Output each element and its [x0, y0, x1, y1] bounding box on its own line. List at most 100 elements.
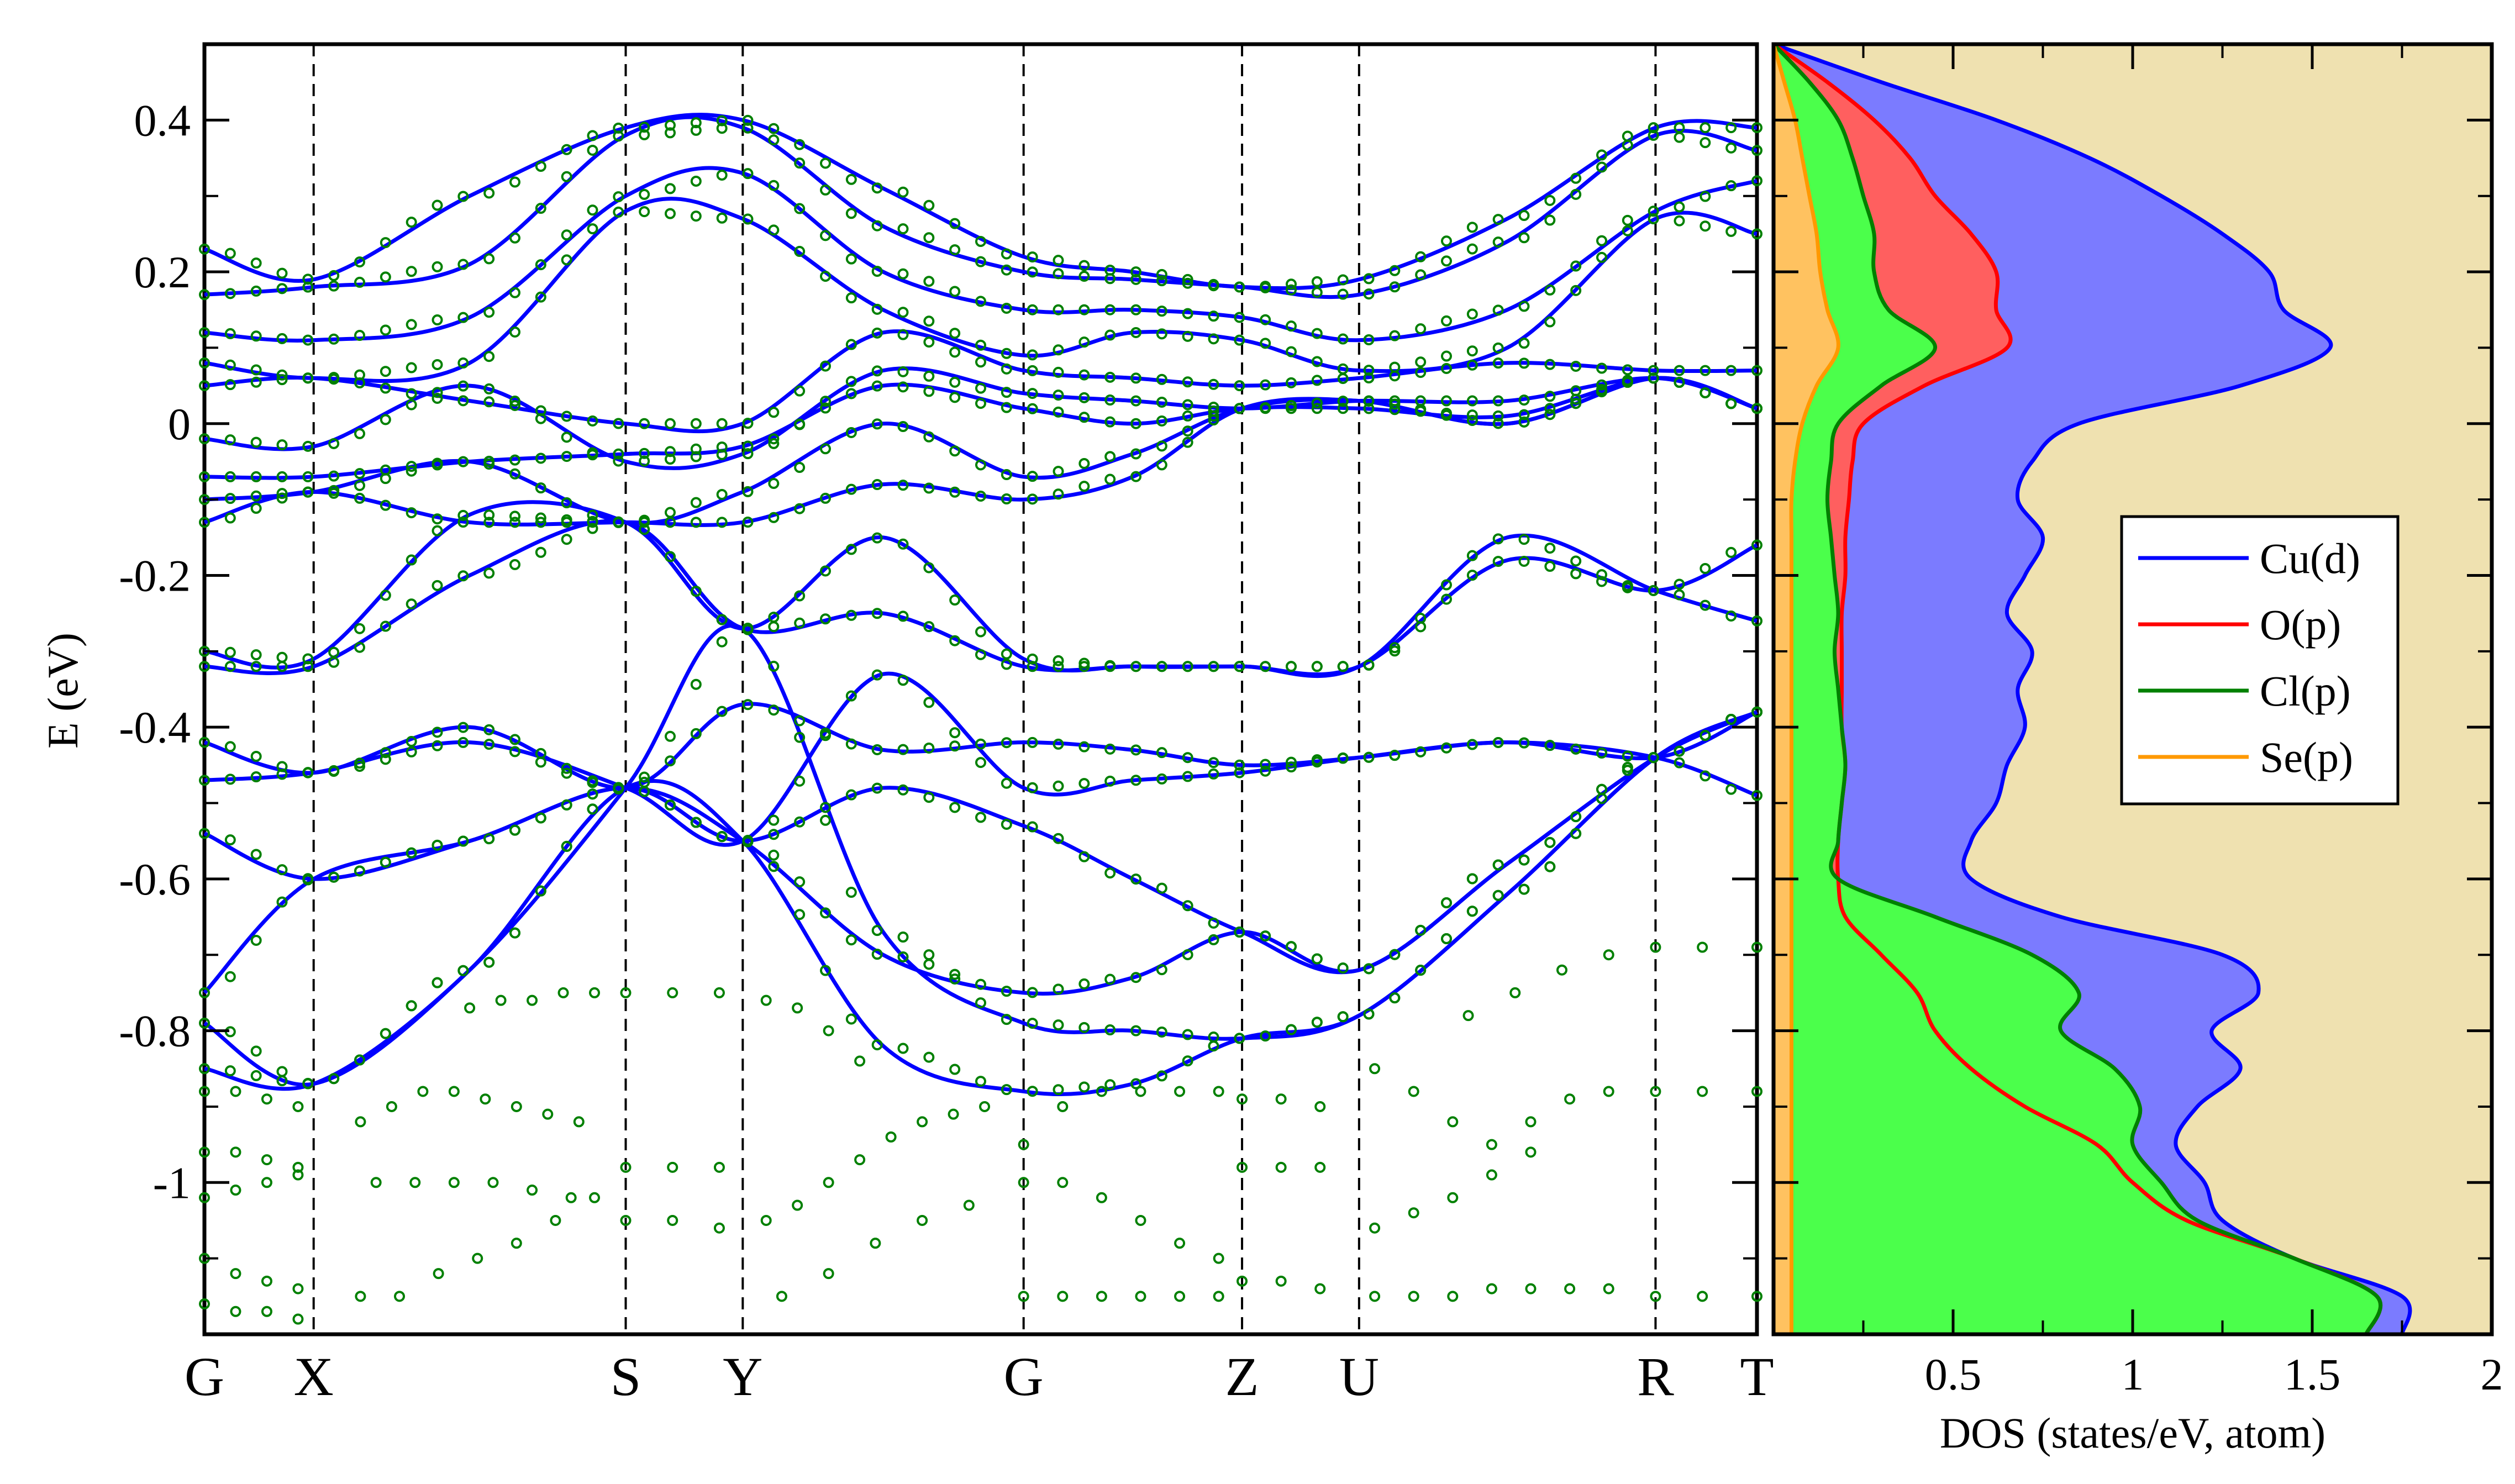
band-marker — [923, 386, 935, 397]
extra-marker — [667, 1214, 678, 1226]
band-marker — [1027, 403, 1038, 414]
band-marker — [1104, 1079, 1116, 1091]
extra-marker — [199, 1298, 210, 1310]
band-marker — [845, 253, 857, 265]
band-line-16 — [204, 710, 1758, 1097]
band-marker — [1208, 414, 1219, 426]
band-marker — [561, 514, 572, 525]
band-marker — [1596, 386, 1607, 398]
band-marker — [587, 223, 598, 235]
band-marker — [690, 517, 702, 528]
extra-marker — [355, 1116, 366, 1128]
band-marker — [690, 728, 702, 739]
band-marker — [199, 775, 210, 786]
band-marker — [250, 849, 262, 860]
band-marker — [250, 376, 262, 388]
band-marker — [768, 123, 780, 134]
band-marker — [1001, 363, 1012, 375]
band-marker — [224, 471, 236, 482]
band-marker — [923, 792, 935, 803]
band-marker — [1001, 737, 1012, 749]
band-marker — [1234, 927, 1245, 938]
band-marker — [1208, 311, 1219, 322]
band-marker — [975, 296, 986, 307]
band-marker — [457, 722, 469, 733]
kpoint-separator-lines — [312, 44, 1657, 1334]
kpoint-label-S: S — [611, 1346, 641, 1407]
band-marker — [509, 326, 520, 338]
band-marker — [1234, 380, 1245, 392]
extra-marker — [823, 1177, 834, 1188]
band-marker — [561, 171, 572, 182]
band-marker — [509, 399, 520, 411]
band-marker — [1751, 539, 1762, 551]
band-marker — [665, 730, 676, 742]
band-marker — [250, 934, 262, 946]
band-marker — [509, 746, 520, 757]
band-marker — [535, 482, 546, 494]
extra-marker — [199, 1086, 210, 1097]
band-line-9 — [204, 500, 1758, 676]
band-marker — [1208, 917, 1219, 929]
band-marker — [1492, 214, 1504, 225]
band-marker — [820, 157, 831, 169]
dos-x-ticks: 0.5 1 1.5 2 — [1862, 44, 2503, 1399]
band-marker — [1156, 328, 1167, 340]
band-marker — [587, 523, 598, 534]
band-marker — [665, 799, 676, 811]
band-marker — [406, 319, 417, 330]
band-marker — [665, 418, 676, 429]
band-marker — [975, 738, 986, 750]
extra-marker — [261, 1306, 272, 1317]
band-marker — [897, 951, 909, 962]
band-marker — [1674, 377, 1685, 388]
band-marker — [1389, 642, 1401, 654]
band-marker — [1466, 222, 1478, 233]
band-marker — [1001, 402, 1012, 413]
band-marker — [1518, 883, 1530, 895]
extra-marker — [1697, 941, 1708, 953]
band-marker — [1518, 409, 1530, 420]
band-marker — [1182, 900, 1193, 912]
band-marker — [613, 130, 624, 142]
band-marker — [1130, 395, 1141, 407]
band-marker — [1078, 1022, 1090, 1033]
band-marker — [1648, 365, 1659, 376]
band-marker — [1544, 194, 1556, 206]
band-marker — [1544, 409, 1556, 420]
band-marker — [1622, 750, 1633, 762]
band-marker — [1311, 397, 1323, 409]
band-marker — [1596, 576, 1607, 587]
band-marker — [483, 739, 495, 750]
band-marker — [1415, 613, 1427, 624]
band-marker — [845, 690, 857, 702]
band-marker — [432, 839, 443, 851]
band-marker — [845, 544, 857, 555]
extra-marker — [230, 1185, 241, 1196]
band-marker — [1725, 398, 1737, 409]
band-marker — [1078, 978, 1090, 990]
band-marker — [1156, 373, 1167, 385]
band-marker — [1208, 661, 1219, 672]
band-marker — [820, 271, 831, 282]
band-marker — [1156, 306, 1167, 317]
band-marker — [639, 418, 650, 429]
band-marker — [768, 814, 780, 826]
extra-marker — [557, 987, 569, 998]
band-marker — [1156, 396, 1167, 408]
band-marker — [1104, 371, 1116, 383]
y-tick-label: -0.4 — [119, 702, 191, 752]
extra-marker — [386, 1101, 397, 1112]
band-marker — [1725, 122, 1737, 134]
legend-label: O(p) — [2260, 601, 2341, 649]
band-marker — [1001, 1014, 1012, 1025]
band-marker — [1182, 771, 1193, 782]
band-structure-panel: 0.4 0.2 0 -0.2 -0.4 -0.6 -0.8 -1 G X S Y G Z U R T E (e… — [39, 42, 1774, 1407]
band-marker — [1182, 330, 1193, 342]
extra-marker — [667, 987, 678, 998]
extra-marker — [1314, 1161, 1326, 1173]
y-axis-title: E (eV) — [39, 633, 87, 749]
band-marker — [250, 1070, 262, 1081]
band-marker — [794, 816, 806, 828]
